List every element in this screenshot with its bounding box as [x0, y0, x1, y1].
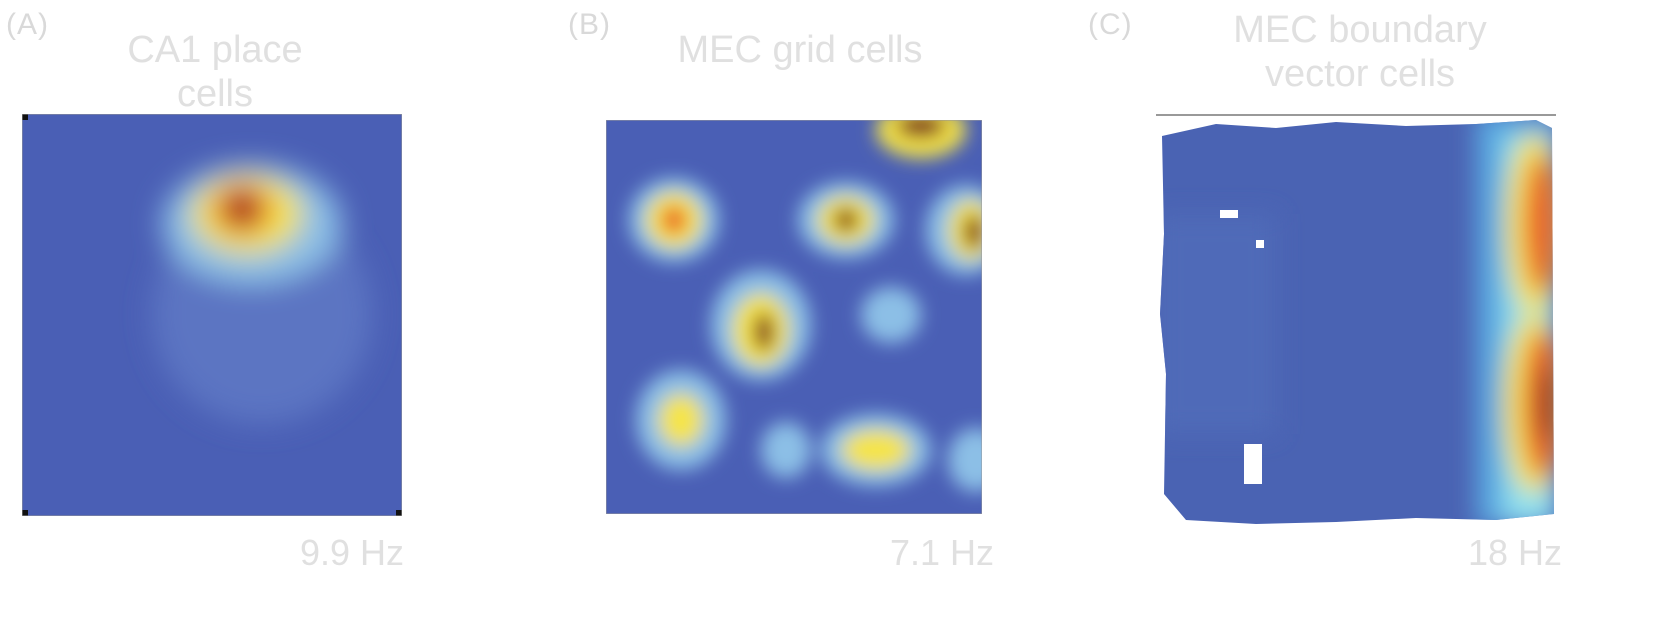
panel-b: (B) MEC grid cells [560, 0, 1080, 618]
panel-c-rate: 18 Hz [1468, 532, 1563, 573]
panel-c-title: MEC boundary vector cells [1233, 9, 1487, 95]
panel-c: (C) MEC boundary vector cells [1080, 0, 1672, 618]
boundary-vector-cell-rate-map [1156, 114, 1556, 526]
panel-c-letter: (C) [1088, 8, 1133, 41]
panel-a: (A) CA1 place cells 9.9 Hz [0, 0, 560, 618]
grid-cell-rate-map [606, 120, 982, 514]
panel-a-title: CA1 place cells [127, 29, 303, 115]
panel-a-letter: (A) [6, 8, 49, 41]
panel-b-rate: 7.1 Hz [890, 532, 995, 573]
place-cell-rate-map [22, 114, 402, 516]
panel-a-rate: 9.9 Hz [300, 532, 405, 573]
panel-b-title: MEC grid cells [677, 29, 923, 71]
panel-b-letter: (B) [568, 8, 611, 41]
